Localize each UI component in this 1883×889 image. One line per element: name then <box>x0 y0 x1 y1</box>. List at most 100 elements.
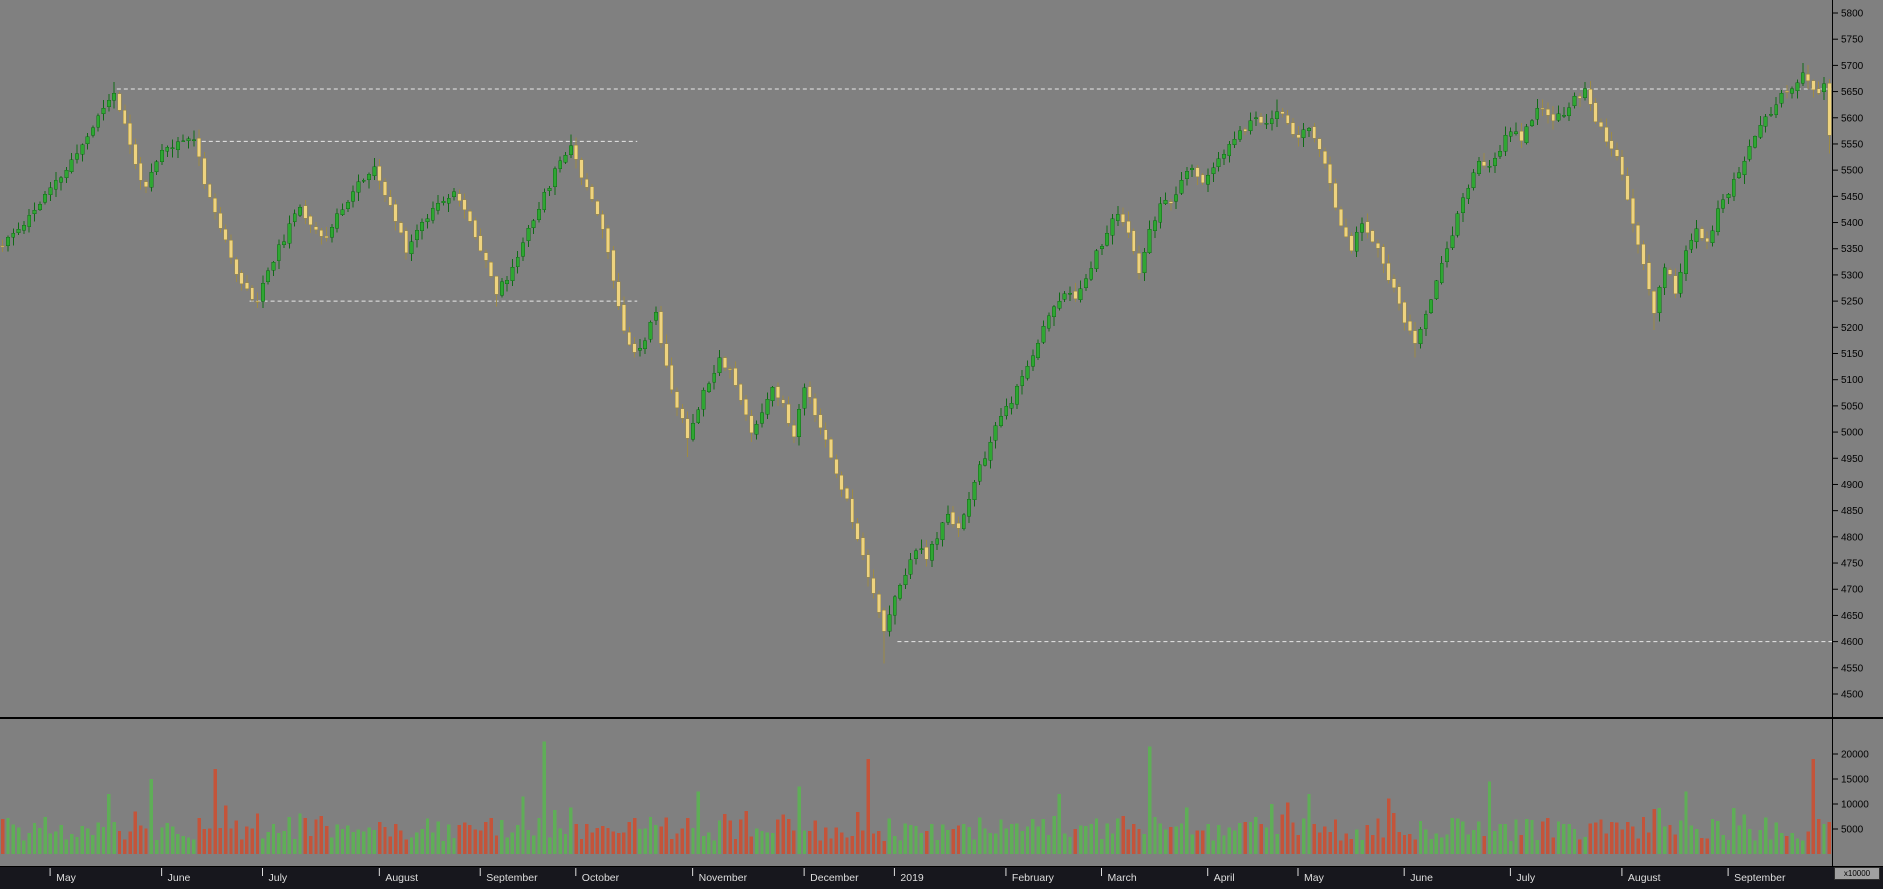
candle <box>643 337 648 355</box>
candle <box>473 217 478 240</box>
price-tick-label: 4650 <box>1841 611 1864 622</box>
candle <box>866 549 871 587</box>
candle <box>1795 79 1800 99</box>
candle <box>213 193 218 220</box>
volume-bar <box>1365 824 1370 854</box>
candle <box>271 261 276 276</box>
volume-bar <box>1142 833 1147 854</box>
volume-bar <box>1737 825 1741 854</box>
volume-bar <box>1636 838 1640 854</box>
volume-bar <box>887 818 892 854</box>
price-tick-label: 5700 <box>1841 61 1864 72</box>
volume-bar <box>1440 837 1444 854</box>
volume-bar <box>59 824 63 854</box>
candle <box>1391 274 1396 293</box>
volume-bar <box>839 832 844 854</box>
candle <box>1620 150 1625 181</box>
candle <box>1482 152 1487 169</box>
candle <box>441 196 446 206</box>
volume-bar <box>1588 823 1593 854</box>
candle <box>839 471 844 498</box>
candle <box>1609 131 1614 157</box>
candle <box>393 199 398 231</box>
candle <box>229 234 233 265</box>
volume-bar <box>606 827 610 854</box>
candle <box>75 144 79 164</box>
volume-bar <box>924 830 929 854</box>
candle <box>1301 123 1306 147</box>
volume-bar <box>1280 814 1285 854</box>
volume-bar <box>1376 818 1380 854</box>
candle <box>1423 310 1428 337</box>
volume-bar <box>632 817 637 854</box>
volume-bar <box>601 826 605 854</box>
volume-bar <box>452 837 456 854</box>
volume-bar <box>1126 829 1131 854</box>
price-tick-label: 5200 <box>1841 323 1864 334</box>
candle <box>659 306 664 348</box>
candle <box>1577 92 1582 108</box>
candle <box>1662 263 1667 296</box>
volume-bar <box>877 830 881 854</box>
volume-bar <box>1195 830 1200 854</box>
volume-bar <box>1137 829 1141 854</box>
volume-bar <box>553 809 557 854</box>
candle <box>1657 285 1662 322</box>
candle <box>1211 162 1216 182</box>
candle <box>377 158 382 190</box>
volume-bar <box>1540 821 1545 854</box>
candle <box>1131 228 1136 255</box>
volume-bar <box>1572 828 1577 854</box>
volume-bar <box>1355 829 1359 854</box>
volume-series <box>0 741 1832 854</box>
volume-bar <box>298 813 302 854</box>
candle <box>898 583 903 601</box>
volume-bar <box>739 819 743 854</box>
volume-bar <box>1785 835 1789 854</box>
volume-bar <box>271 823 276 854</box>
candle <box>1811 79 1816 98</box>
volume-bar <box>797 786 801 854</box>
candle <box>691 414 695 442</box>
candle <box>1264 113 1269 129</box>
candle <box>1572 92 1577 109</box>
candle <box>462 193 467 219</box>
candle <box>1630 189 1635 233</box>
candle <box>138 156 143 190</box>
volume-bar <box>1110 833 1115 854</box>
price-axis[interactable]: 5800 5750 5700 5650 5600 5550 5500 5450 5400 5350… <box>1832 0 1864 866</box>
volume-bar <box>1397 832 1401 854</box>
volume-bar <box>712 840 716 854</box>
volume-bar <box>531 835 536 854</box>
candle <box>1083 273 1088 292</box>
volume-bar <box>431 832 435 854</box>
volume-bar <box>1174 826 1178 854</box>
volume-bar <box>436 821 440 854</box>
volume-bar <box>776 819 780 854</box>
price-tick-label: 5350 <box>1841 244 1864 255</box>
candle <box>250 285 255 302</box>
candle <box>1556 105 1561 122</box>
candle <box>0 239 5 253</box>
candle <box>457 189 462 207</box>
price-tick-label: 5450 <box>1841 192 1864 203</box>
volume-bar <box>1105 823 1109 854</box>
candle <box>537 201 541 223</box>
volume-bar <box>1275 834 1279 854</box>
volume-bar <box>1132 824 1136 854</box>
time-axis[interactable]: May June July August September October Novembe… <box>0 866 1883 889</box>
volume-bar <box>1663 826 1667 854</box>
volume-bar <box>563 833 568 854</box>
volume-bar <box>308 836 313 854</box>
candle <box>329 223 334 243</box>
candle <box>951 505 956 528</box>
volume-axis[interactable]: 20000 15000 10000 5000 <box>1832 750 1869 836</box>
volume-bar <box>590 832 594 854</box>
candle <box>1041 320 1046 344</box>
volume-bar <box>1392 812 1396 854</box>
volume-bar <box>664 817 669 854</box>
volume-bar <box>69 833 74 854</box>
volume-bar <box>484 822 488 854</box>
volume-bar <box>1705 838 1709 854</box>
